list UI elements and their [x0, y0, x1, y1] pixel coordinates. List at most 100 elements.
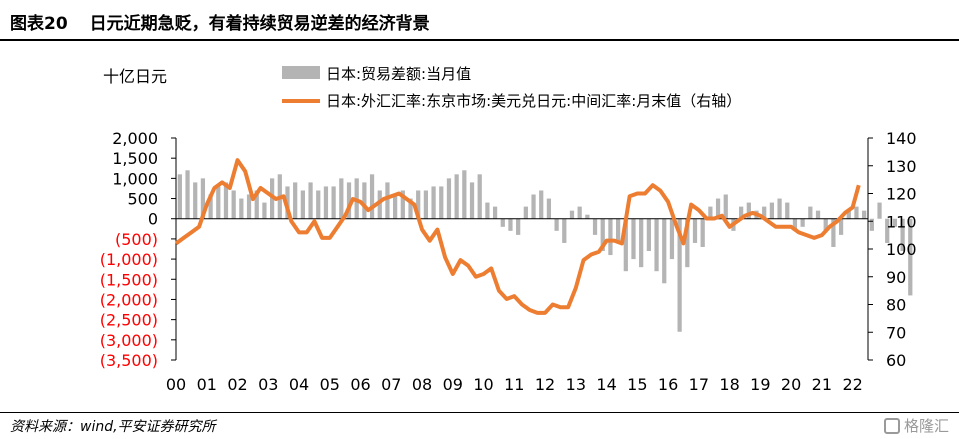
trade-balance-bar	[569, 210, 575, 219]
trade-balance-bar	[823, 218, 828, 231]
x-tick-label: 09	[443, 375, 463, 394]
trade-balance-bar	[562, 218, 567, 243]
trade-balance-bar	[885, 218, 890, 243]
trade-balance-bar	[293, 182, 298, 219]
trade-balance-bar	[462, 170, 467, 219]
x-tick-label: 18	[719, 375, 739, 394]
trade-balance-bar	[408, 198, 413, 219]
watermark-logo-icon	[883, 417, 900, 434]
x-tick-label: 00	[166, 375, 186, 394]
chart: 十亿日元 日本:贸易差额:当月值 日本:外汇汇率:东京市场:美元兑日元:中间汇率…	[100, 65, 917, 394]
x-tick-label: 13	[566, 375, 586, 394]
trade-balance-bar	[554, 218, 559, 231]
trade-balance-bar	[685, 218, 690, 268]
trade-balance-bar	[669, 218, 675, 260]
trade-balance-bar	[316, 190, 321, 219]
trade-balance-bar	[654, 218, 659, 272]
trade-balance-bar	[623, 218, 628, 272]
x-tick-label: 01	[197, 375, 217, 394]
right-tick-label: 100	[886, 240, 917, 259]
figure-title: 图表20 日元近期急贬，有着持续贸易逆差的经济背景	[10, 9, 430, 34]
left-tick-label: (3,000)	[100, 331, 158, 350]
x-tick-label: 06	[350, 375, 370, 394]
trade-balance-bar	[600, 218, 605, 252]
axes	[175, 138, 869, 360]
trade-balance-bar	[677, 218, 682, 332]
left-tick-label: (3,500)	[100, 351, 158, 370]
trade-balance-bar	[715, 198, 721, 219]
right-tick-label: 130	[886, 157, 917, 176]
left-tick-label: 1,500	[112, 149, 158, 168]
trade-balance-bar	[239, 198, 244, 219]
left-axis-unit: 十亿日元	[103, 67, 167, 86]
trade-balance-bar	[177, 174, 182, 219]
trade-balance-bar	[831, 218, 836, 247]
right-tick-label: 110	[886, 212, 917, 231]
x-tick-label: 02	[227, 375, 247, 394]
trade-balance-bar	[339, 178, 344, 219]
trade-balance-bar	[446, 178, 452, 219]
trade-balance-bar	[723, 194, 728, 219]
legend-swatch-bars	[282, 66, 320, 79]
trade-balance-bar	[815, 210, 821, 219]
trade-balance-bar	[431, 186, 436, 219]
trade-balance-bar	[531, 194, 536, 219]
x-tick-label: 10	[473, 375, 493, 394]
trade-balance-bar	[708, 206, 713, 219]
x-tick-label: 05	[320, 375, 340, 394]
trade-balance-bar	[616, 218, 621, 243]
trade-balance-bar	[646, 218, 651, 252]
trade-balance-bar	[208, 194, 213, 219]
trade-balance-bar	[838, 218, 844, 235]
footer-rule	[0, 412, 959, 413]
trade-balance-bar	[577, 206, 582, 219]
watermark-text: 格隆汇	[903, 417, 949, 435]
trade-balance-bar	[416, 190, 421, 219]
trade-balance-bar	[869, 218, 874, 231]
trade-balance-bar	[800, 218, 805, 227]
trade-balance-bar	[608, 218, 613, 256]
source-note: 资料来源：wind,平安证券研究所	[10, 419, 216, 435]
left-axis-ticks: 2,0001,5001,0005000(500)(1,000)(1,500)(2…	[100, 129, 176, 370]
legend-label-bars: 日本:贸易差额:当月值	[326, 65, 471, 83]
right-tick-label: 120	[886, 185, 917, 204]
right-tick-label: 140	[886, 129, 917, 148]
trade-balance-bar	[900, 218, 905, 252]
x-tick-label: 16	[658, 375, 678, 394]
x-tick-label: 07	[381, 375, 401, 394]
trade-balance-bar	[631, 218, 636, 260]
trade-balance-bar	[746, 202, 751, 219]
trade-balance-bar	[854, 206, 859, 219]
x-tick-label: 20	[781, 375, 801, 394]
figure-title-text: 日元近期急贬，有着持续贸易逆差的经济背景	[89, 14, 430, 34]
watermark: 格隆汇	[883, 415, 949, 436]
trade-balance-bar	[777, 198, 782, 219]
trade-balance-bar	[892, 218, 898, 227]
trade-balance-bar	[523, 206, 528, 219]
trade-balance-bar	[393, 194, 398, 219]
right-tick-label: 90	[886, 268, 906, 287]
left-tick-label: 0	[148, 210, 158, 229]
left-tick-label: (2,500)	[100, 311, 158, 330]
trade-balance-bar	[539, 190, 544, 219]
trade-balance-bar	[362, 182, 367, 219]
trade-balance-bar	[877, 202, 882, 219]
trade-balance-bar	[500, 218, 505, 227]
trade-balance-bar	[216, 186, 221, 219]
trade-balance-bar	[846, 210, 851, 219]
figure-header: 图表20 日元近期急贬，有着持续贸易逆差的经济背景	[0, 0, 959, 41]
x-tick-label: 08	[412, 375, 432, 394]
header-rule	[0, 39, 959, 41]
left-tick-label: (1,500)	[100, 270, 158, 289]
trade-balance-bar	[400, 190, 405, 219]
trade-balance-bar	[223, 182, 229, 219]
trade-balance-bar	[193, 182, 198, 219]
trade-balance-bar	[423, 190, 428, 219]
right-tick-label: 70	[886, 323, 906, 342]
trade-balance-bar	[862, 210, 867, 219]
left-tick-label: 1,000	[112, 169, 158, 188]
trade-balance-bar	[254, 190, 259, 219]
trade-balance-bar	[808, 206, 813, 219]
x-tick-label: 15	[627, 375, 647, 394]
trade-balance-bar	[662, 218, 667, 284]
